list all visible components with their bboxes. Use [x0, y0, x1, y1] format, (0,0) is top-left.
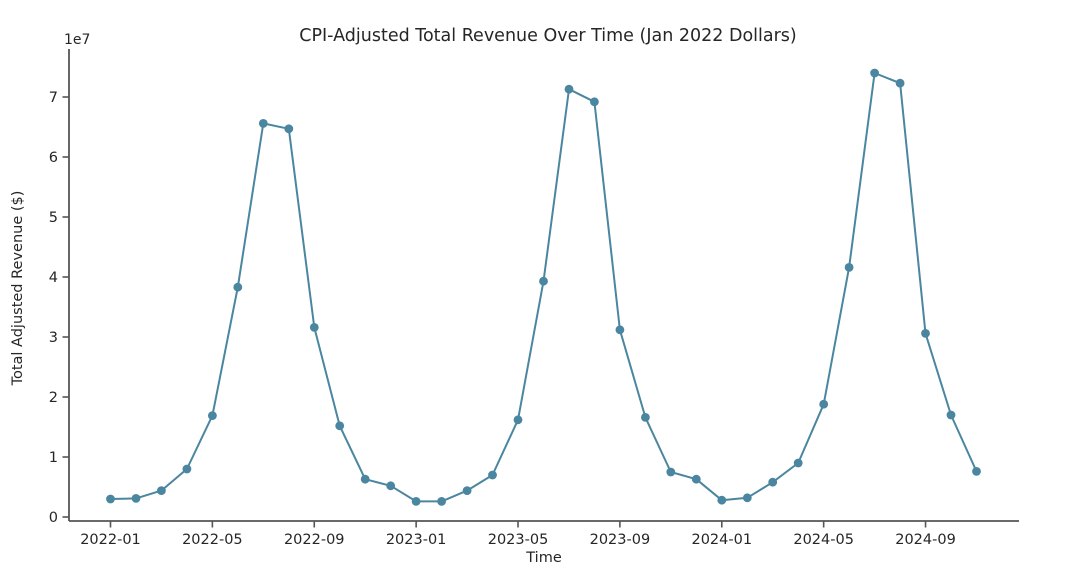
data-point	[386, 481, 396, 491]
data-point	[819, 399, 829, 409]
data-point	[564, 84, 574, 94]
x-tick-label: 2024-09	[895, 532, 956, 548]
x-axis-label: Time	[525, 550, 562, 566]
data-point	[590, 97, 599, 107]
data-point	[921, 329, 930, 338]
data-point	[284, 124, 294, 134]
x-tick-label: 2022-01	[80, 532, 141, 548]
data-point	[870, 68, 879, 78]
y-tick-label: 3	[49, 330, 58, 346]
data-point	[106, 494, 115, 504]
y-tick-label: 1	[49, 450, 58, 466]
data-point	[182, 464, 192, 474]
data-point	[335, 421, 345, 431]
data-point	[691, 474, 701, 484]
chart-title: CPI-Adjusted Total Revenue Over Time (Ja…	[299, 26, 797, 46]
x-tick-label: 2024-01	[691, 532, 752, 548]
data-point	[258, 119, 268, 128]
data-point	[844, 263, 854, 272]
data-point	[615, 325, 625, 335]
x-tick-label: 2023-09	[590, 532, 651, 548]
x-tick-label: 2023-01	[386, 532, 447, 548]
data-point	[437, 497, 446, 506]
data-point	[131, 494, 141, 503]
data-point	[768, 477, 778, 487]
data-point	[462, 486, 472, 495]
data-point	[411, 497, 421, 506]
data-point	[488, 470, 497, 480]
data-point	[208, 411, 217, 420]
data-point	[309, 323, 319, 332]
data-point	[666, 467, 676, 477]
plot-area: 0 1 2 3 4 5 6 7 2022-01 2022-05 2022-09 2023-01 2023…	[49, 49, 1019, 548]
data-point	[360, 474, 370, 484]
x-tick-label: 2022-05	[182, 532, 243, 548]
y-tick-label: 7	[49, 90, 58, 106]
y-tick-label: 0	[49, 510, 58, 526]
data-point	[233, 282, 243, 292]
data-point	[742, 493, 752, 503]
y-tick-label: 6	[49, 150, 58, 166]
data-point	[793, 458, 803, 468]
x-tick-label: 2024-05	[793, 532, 854, 548]
data-point	[972, 467, 981, 476]
data-point	[513, 415, 523, 425]
data-point	[539, 276, 548, 286]
data-point	[717, 495, 727, 505]
y-tick-label: 5	[49, 210, 58, 226]
data-point	[895, 78, 905, 88]
data-point	[946, 410, 956, 420]
y-tick-label: 4	[49, 270, 58, 286]
x-tick-label: 2023-05	[488, 532, 549, 548]
y-axis-label: Total Adjusted Revenue ($)	[10, 191, 26, 387]
y-tick-label: 2	[49, 390, 58, 406]
data-point	[157, 486, 166, 495]
y-axis-offset-label: 1e7	[64, 32, 90, 48]
x-tick-label: 2022-09	[284, 532, 345, 548]
data-point	[641, 413, 650, 422]
